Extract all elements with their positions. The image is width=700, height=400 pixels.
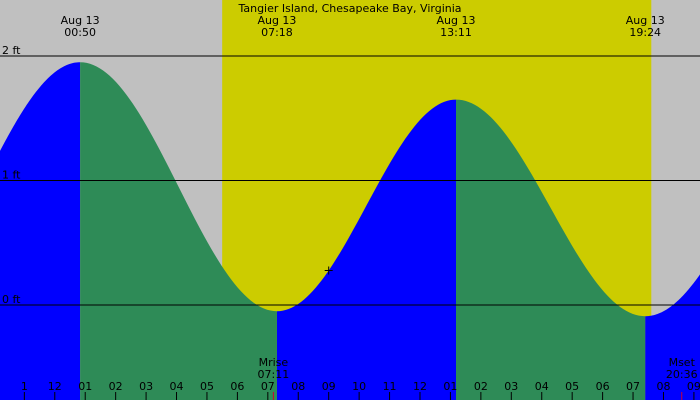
moon-event-time: 20:36: [666, 368, 698, 381]
y-tick-label: 1 ft: [2, 169, 21, 182]
extreme-date-label: Aug 13: [61, 14, 100, 27]
y-tick-label: 2 ft: [2, 44, 21, 57]
hour-tick-label: 09: [687, 380, 700, 393]
falling-tide-segment: [456, 99, 646, 400]
hour-tick-label: 1: [21, 380, 28, 393]
moon-event-label: Mrise: [259, 356, 289, 369]
hour-tick-label: 04: [170, 380, 184, 393]
hour-tick-label: 03: [504, 380, 518, 393]
extreme-time-label: 13:11: [440, 26, 472, 39]
extreme-date-label: Aug 13: [257, 14, 296, 27]
hour-tick-label: 05: [565, 380, 579, 393]
tide-area: [0, 62, 700, 400]
hour-tick-label: 08: [656, 380, 670, 393]
hour-tick-label: 12: [413, 380, 427, 393]
hour-tick-label: 12: [48, 380, 62, 393]
gridlines: 2 ft 1 ft 0 ft: [0, 44, 700, 306]
extreme-time-label: 00:50: [64, 26, 96, 39]
extreme-date-label: Aug 13: [437, 14, 476, 27]
hour-tick-label: 03: [139, 380, 153, 393]
extreme-time-label: 07:18: [261, 26, 293, 39]
chart-title: Tangier Island, Chesapeake Bay, Virginia: [237, 2, 461, 15]
rising-tide-segment: [276, 99, 456, 400]
extreme-time-label: 19:24: [629, 26, 661, 39]
extreme-date-label: Aug 13: [626, 14, 665, 27]
hour-tick-label: 06: [230, 380, 244, 393]
hour-tick-label: 01: [78, 380, 92, 393]
current-time-marker: [324, 266, 333, 275]
hour-tick-label: 02: [109, 380, 123, 393]
rising-tide-segment: [0, 62, 81, 400]
hour-tick-label: 05: [200, 380, 214, 393]
hour-tick-label: 09: [322, 380, 336, 393]
moon-event-time: 07:11: [258, 368, 290, 381]
hour-tick-label: 01: [443, 380, 457, 393]
hour-tick-label: 07: [626, 380, 640, 393]
hour-tick-label: 10: [352, 380, 366, 393]
hour-tick-label: 06: [596, 380, 610, 393]
hour-tick-label: 04: [535, 380, 549, 393]
hour-tick-label: 07: [261, 380, 275, 393]
y-tick-label: 0 ft: [2, 293, 21, 306]
hour-tick-label: 08: [291, 380, 305, 393]
rising-tide-segment: [645, 274, 700, 400]
falling-tide-segment: [80, 62, 277, 400]
moon-event-label: Mset: [669, 356, 696, 369]
hour-tick-label: 02: [474, 380, 488, 393]
hour-tick-label: 11: [383, 380, 397, 393]
